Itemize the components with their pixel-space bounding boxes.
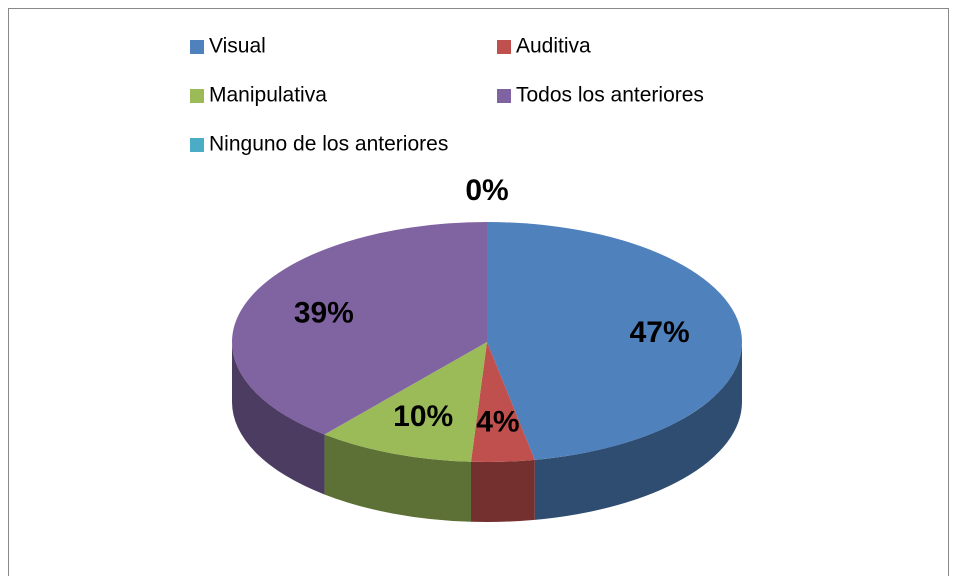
pie-slice bbox=[470, 342, 535, 463]
data-label: 39% bbox=[294, 296, 354, 329]
pie-slice bbox=[487, 221, 743, 460]
legend-label: Manipulativa bbox=[209, 84, 327, 107]
legend-label: Ninguno de los anteriores bbox=[209, 133, 448, 156]
data-label: 47% bbox=[630, 316, 690, 349]
pie-slice bbox=[232, 222, 487, 435]
slice-side bbox=[232, 342, 325, 495]
legend-swatch bbox=[190, 89, 204, 103]
data-label: 4% bbox=[476, 405, 519, 438]
pie-slice bbox=[324, 342, 487, 462]
legend-label: Todos los anteriores bbox=[516, 84, 704, 107]
slice-side bbox=[470, 459, 535, 522]
data-label: 0% bbox=[465, 174, 508, 207]
legend-swatch bbox=[190, 40, 204, 54]
legend-swatch bbox=[497, 89, 511, 103]
slice-side bbox=[324, 434, 471, 522]
legend-swatch bbox=[190, 138, 204, 152]
data-label: 10% bbox=[393, 400, 453, 433]
legend-swatch bbox=[497, 40, 511, 54]
legend-label: Auditiva bbox=[516, 35, 591, 58]
slice-side bbox=[534, 342, 742, 520]
legend-label: Visual bbox=[209, 35, 266, 58]
